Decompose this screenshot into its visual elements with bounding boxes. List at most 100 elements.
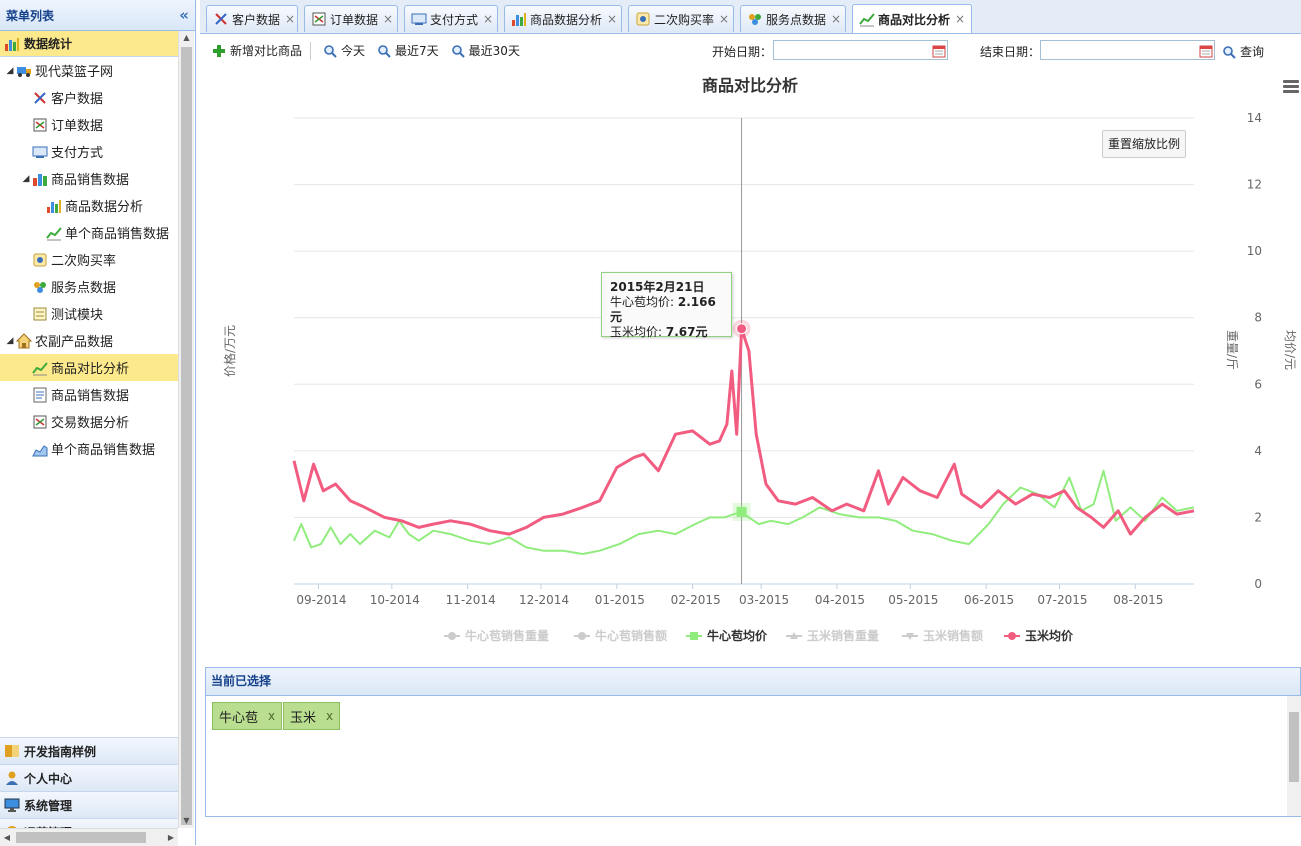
double-chevron-left-icon[interactable]: «: [179, 6, 189, 24]
legend-item[interactable]: 玉米销售额: [923, 628, 983, 643]
scroll-right-icon[interactable]: ▶: [167, 833, 175, 842]
y-axis-title-right: 均价/元: [1283, 330, 1297, 370]
chip-remove-button[interactable]: x: [326, 709, 334, 723]
legend-item[interactable]: 玉米销售重量: [807, 628, 879, 643]
x-tick-label: 12-2014: [519, 593, 569, 607]
sidebar-item[interactable]: 服务点数据: [0, 273, 178, 300]
x-tick-label: 03-2015: [739, 593, 789, 607]
hamburger-menu-icon[interactable]: [1283, 80, 1299, 94]
sidebar-section[interactable]: 系统管理: [0, 791, 178, 818]
sidebar-item[interactable]: 交易数据分析: [0, 408, 178, 435]
sidebar-header: 菜单列表 «: [0, 0, 195, 31]
x-tick-label: 11-2014: [446, 593, 496, 607]
tab[interactable]: 商品数据分析 ×: [504, 5, 622, 32]
y-tick-label: 0: [1254, 577, 1262, 591]
scroll-left-icon[interactable]: ◀: [3, 833, 11, 842]
sidebar-item-label: 商品对比分析: [51, 362, 130, 377]
legend-marker: [906, 633, 914, 640]
start-date-field[interactable]: [773, 40, 948, 60]
sidebar-item[interactable]: 客户数据: [0, 84, 178, 111]
tab[interactable]: 服务点数据 ×: [740, 5, 846, 32]
x-tick-label: 05-2015: [888, 593, 938, 607]
line-chart-icon: [46, 226, 62, 240]
scroll-thumb[interactable]: [181, 47, 192, 825]
tab[interactable]: 二次购买率 ×: [628, 5, 734, 32]
line-chart-icon: [32, 361, 48, 375]
close-tab-icon[interactable]: ×: [719, 12, 730, 26]
search-icon: [378, 44, 391, 58]
query-button[interactable]: 查询: [1222, 43, 1264, 60]
close-tab-icon[interactable]: ×: [383, 12, 394, 26]
expand-toggle-icon[interactable]: ◢: [6, 65, 14, 76]
y-tick-label: 6: [1254, 377, 1262, 391]
tab[interactable]: 客户数据 ×: [206, 5, 298, 32]
sidebar-item[interactable]: 商品对比分析: [0, 354, 178, 381]
sidebar-item[interactable]: 商品销售数据: [0, 381, 178, 408]
sidebar-item-label: 商品数据分析: [65, 200, 144, 215]
close-tab-icon[interactable]: ×: [483, 12, 494, 26]
highlight-point: [736, 323, 748, 335]
chip-remove-button[interactable]: x: [268, 709, 276, 723]
close-tab-icon[interactable]: ×: [607, 12, 618, 26]
y-axis-title-left: 价格/万元: [222, 325, 237, 377]
tab[interactable]: 支付方式 ×: [404, 5, 498, 32]
x-tick-label: 01-2015: [595, 593, 645, 607]
legend-item[interactable]: 牛心苞均价: [707, 628, 768, 643]
reset-zoom-button[interactable]: 重置缩放比例: [1102, 130, 1187, 158]
expand-toggle-icon[interactable]: ◢: [6, 335, 14, 346]
service-point-icon: [34, 281, 46, 293]
payment-icon: [32, 146, 48, 158]
end-date-field[interactable]: [1040, 40, 1215, 60]
legend-item[interactable]: 牛心苞销售额: [595, 628, 667, 643]
service-point-icon: [749, 14, 761, 25]
sidebar-item[interactable]: 二次购买率: [0, 246, 178, 273]
sidebar-section[interactable]: 个人中心: [0, 764, 178, 791]
calendar-icon[interactable]: [1199, 44, 1213, 58]
add-compare-product-button[interactable]: 新增对比商品: [212, 42, 302, 59]
order-icon: [312, 12, 326, 26]
close-tab-icon[interactable]: ×: [285, 12, 296, 26]
x-tick-label: 10-2014: [370, 593, 420, 607]
sidebar-item[interactable]: 单个商品销售数据: [0, 219, 178, 246]
tab-label: 二次购买率: [654, 12, 715, 27]
scroll-thumb[interactable]: [16, 832, 146, 843]
legend-item[interactable]: 玉米均价: [1025, 628, 1074, 643]
y-tick-label: 4: [1254, 444, 1262, 458]
legend-item[interactable]: 牛心苞销售重量: [465, 628, 549, 643]
sidebar-item[interactable]: 订单数据: [0, 111, 178, 138]
tab[interactable]: 订单数据 ×: [304, 5, 398, 32]
last-30-days-button[interactable]: 最近30天: [451, 42, 520, 59]
sidebar-item[interactable]: ◢ 商品销售数据: [0, 165, 178, 192]
calendar-icon[interactable]: [932, 44, 946, 58]
sidebar-item-label: 单个商品销售数据: [65, 227, 170, 242]
sidebar-item[interactable]: ◢ 农副产品数据: [0, 327, 178, 354]
tab[interactable]: 商品对比分析 ×: [852, 4, 972, 33]
legend-marker: [578, 632, 586, 640]
sidebar-item[interactable]: 单个商品销售数据: [0, 435, 178, 462]
sidebar-item[interactable]: 支付方式: [0, 138, 178, 165]
section-data-statistics[interactable]: 数据统计: [0, 31, 178, 57]
sidebar-item[interactable]: 测试模块: [0, 300, 178, 327]
sidebar-item[interactable]: 商品数据分析: [0, 192, 178, 219]
bar-chart-icon: [5, 37, 19, 51]
sidebar-item-label: 测试模块: [51, 308, 104, 323]
sidebar-section[interactable]: 开发指南样例: [0, 737, 178, 764]
tooltip-line-1: 牛心苞均价: 2.166元: [610, 295, 723, 325]
sidebar-item-label: 商品销售数据: [51, 389, 130, 404]
customer-icon: [34, 91, 46, 104]
close-tab-icon[interactable]: ×: [955, 12, 966, 26]
sidebar-bottom-sections: 开发指南样例个人中心系统管理运营管理: [0, 737, 178, 845]
scroll-up-icon[interactable]: ▲: [183, 33, 190, 42]
scroll-down-icon[interactable]: ▼: [183, 816, 190, 825]
sidebar-item[interactable]: ◢ 现代菜篮子网: [0, 57, 178, 84]
sidebar-horizontal-scrollbar[interactable]: ◀ ▶: [0, 828, 178, 846]
today-button[interactable]: 今天: [323, 42, 365, 59]
x-tick-label: 02-2015: [671, 593, 721, 607]
close-tab-icon[interactable]: ×: [831, 12, 842, 26]
last-7-days-button[interactable]: 最近7天: [377, 42, 439, 59]
expand-toggle-icon[interactable]: ◢: [22, 173, 30, 184]
selected-panel-scrollbar[interactable]: [1287, 696, 1301, 816]
end-date-label: 结束日期：: [980, 45, 1041, 59]
scroll-thumb[interactable]: [1289, 712, 1299, 782]
sidebar-vertical-scrollbar[interactable]: ▲ ▼: [178, 31, 194, 828]
